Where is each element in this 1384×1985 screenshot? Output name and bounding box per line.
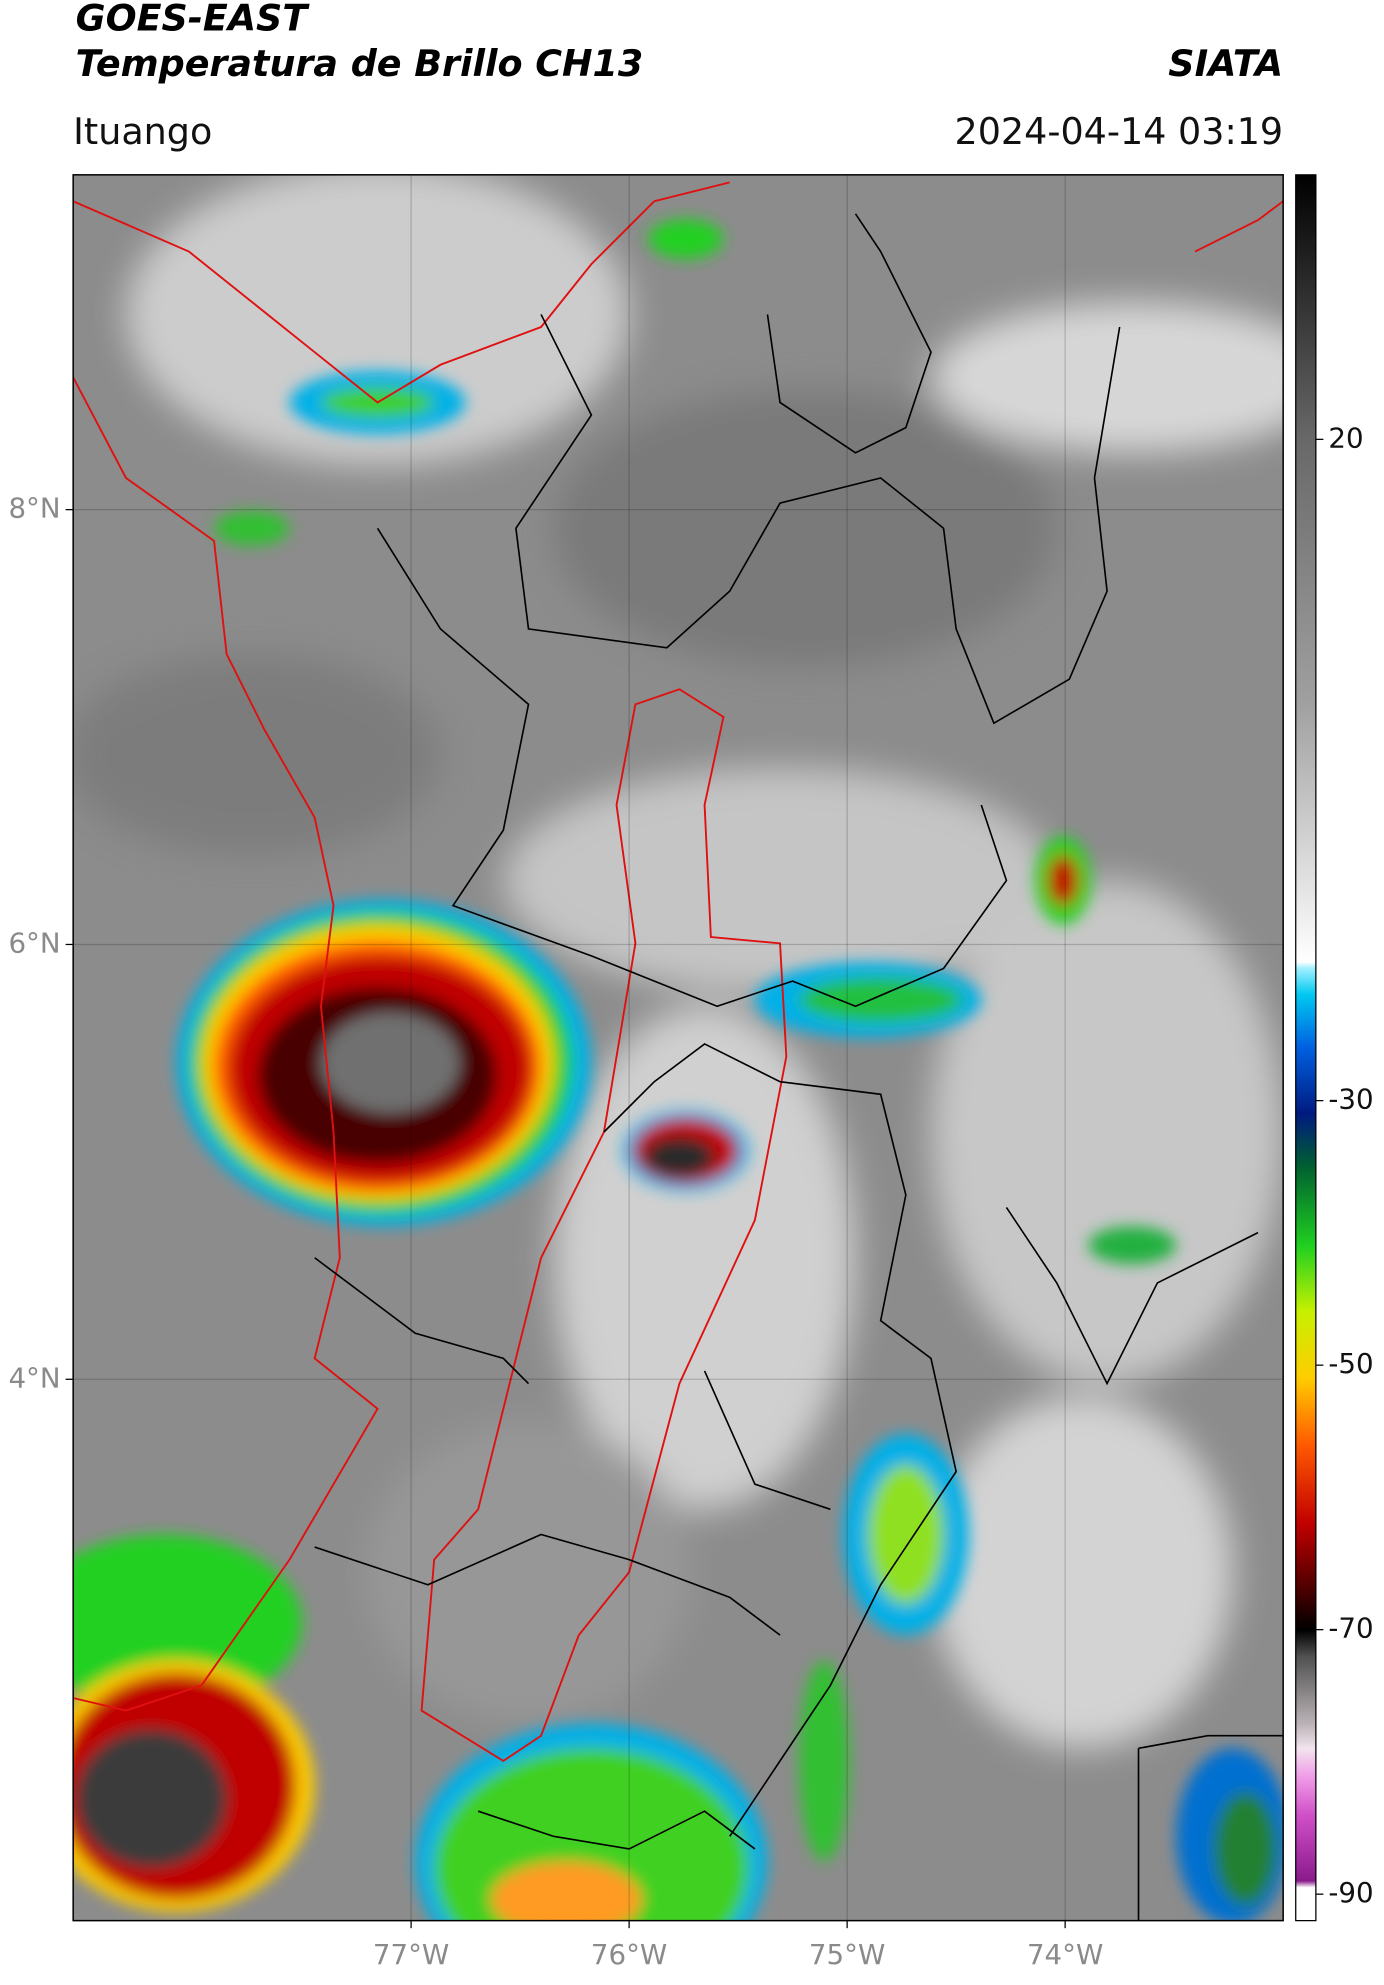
colorbar-tick-label: -30 xyxy=(1328,1083,1373,1116)
graticule xyxy=(65,174,1284,1929)
lat-tick-label: 4°N xyxy=(8,1361,60,1394)
colorbar-tick-label: -90 xyxy=(1328,1876,1373,1909)
subtitle: Temperatura de Brillo CH13 xyxy=(76,42,644,85)
colorbar-tick-label: -50 xyxy=(1328,1347,1373,1380)
map-imagery xyxy=(73,174,1284,1921)
colorbar xyxy=(1295,174,1317,1922)
title: GOES-EAST xyxy=(76,0,311,40)
map-frame xyxy=(72,174,1284,1922)
lon-tick-label: 74°W xyxy=(1027,1938,1103,1971)
colorbar-tick-label: -70 xyxy=(1328,1612,1373,1645)
lon-tick-label: 76°W xyxy=(591,1938,667,1971)
location: Ituango xyxy=(73,110,212,153)
lat-tick-label: 8°N xyxy=(8,492,60,525)
brand: SIATA xyxy=(1168,42,1283,85)
timestamp: 2024-04-14 03:19 xyxy=(955,110,1284,153)
lat-tick-label: 6°N xyxy=(8,926,60,959)
lon-tick-label: 77°W xyxy=(373,1938,449,1971)
colorbar-tick-label: 20 xyxy=(1328,421,1363,454)
lon-tick-label: 75°W xyxy=(809,1938,885,1971)
